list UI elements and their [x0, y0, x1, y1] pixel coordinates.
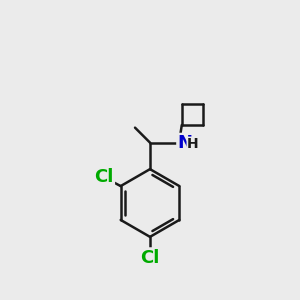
Text: H: H [187, 137, 198, 151]
Text: Cl: Cl [140, 249, 160, 267]
Text: N: N [177, 134, 192, 152]
Text: Cl: Cl [94, 168, 113, 186]
